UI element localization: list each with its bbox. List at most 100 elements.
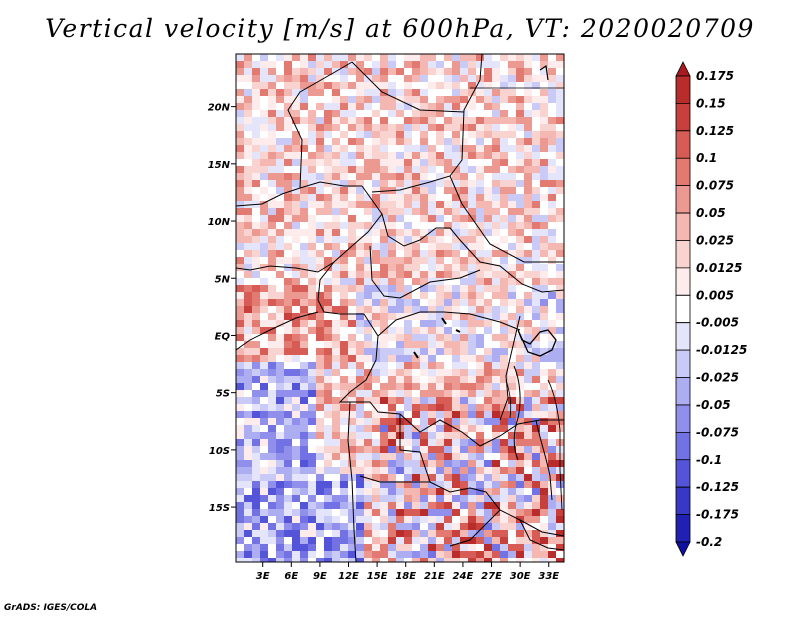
field-cell <box>372 558 381 562</box>
field-cell <box>316 348 325 356</box>
field-cell <box>516 264 525 272</box>
field-cell <box>412 285 421 293</box>
field-cell <box>508 348 517 356</box>
field-cell <box>332 348 341 356</box>
field-cell <box>388 271 397 279</box>
field-cell <box>548 376 557 384</box>
field-cell <box>260 271 269 279</box>
field-cell <box>516 474 525 482</box>
field-cell <box>316 299 325 307</box>
field-cell <box>460 173 469 181</box>
field-cell <box>468 68 477 76</box>
field-cell <box>308 110 317 118</box>
field-cell <box>380 383 389 391</box>
field-cell <box>484 145 493 153</box>
field-cell <box>556 334 564 342</box>
field-cell <box>284 257 293 265</box>
field-cell <box>532 495 541 503</box>
field-cell <box>268 313 277 321</box>
field-cell <box>340 362 349 370</box>
field-cell <box>316 96 325 104</box>
field-cell <box>548 418 557 426</box>
field-cell <box>372 292 381 300</box>
field-cell <box>236 327 245 335</box>
field-cell <box>276 117 285 125</box>
field-cell <box>284 194 293 202</box>
field-cell <box>284 173 293 181</box>
field-cell <box>508 334 517 342</box>
field-cell <box>476 243 485 251</box>
field-cell <box>388 138 397 146</box>
field-cell <box>444 432 453 440</box>
field-cell <box>252 159 261 167</box>
field-cell <box>380 257 389 265</box>
field-cell <box>516 299 525 307</box>
field-cell <box>388 208 397 216</box>
field-cell <box>492 404 501 412</box>
field-cell <box>428 236 437 244</box>
field-cell <box>252 453 261 461</box>
field-cell <box>444 509 453 517</box>
field-cell <box>444 348 453 356</box>
field-cell <box>340 292 349 300</box>
colorbar-labels: 0.1750.150.1250.10.0750.050.0250.01250.0… <box>696 69 747 549</box>
field-cell <box>324 348 333 356</box>
field-cell <box>388 145 397 153</box>
field-cell <box>316 446 325 454</box>
field-cell <box>516 425 525 433</box>
field-cell <box>532 369 541 377</box>
field-cell <box>356 383 365 391</box>
field-cell <box>388 509 397 517</box>
field-cell <box>356 180 365 188</box>
field-cell <box>356 159 365 167</box>
field-cell <box>532 425 541 433</box>
field-cell <box>516 75 525 83</box>
field-cell <box>524 544 533 552</box>
field-cell <box>260 446 269 454</box>
field-cell <box>236 152 245 160</box>
field-cell <box>500 187 509 195</box>
field-cell <box>452 488 461 496</box>
field-cell <box>356 264 365 272</box>
field-cell <box>540 446 549 454</box>
field-cell <box>492 509 501 517</box>
field-cell <box>372 166 381 174</box>
field-cell <box>332 418 341 426</box>
field-cell <box>308 313 317 321</box>
field-cell <box>452 152 461 160</box>
field-cell <box>420 425 429 433</box>
field-cell <box>244 467 253 475</box>
field-cell <box>436 68 445 76</box>
field-cell <box>500 369 509 377</box>
field-cell <box>292 299 301 307</box>
field-cell <box>284 425 293 433</box>
field-cell <box>476 348 485 356</box>
field-cell <box>548 145 557 153</box>
field-cell <box>388 173 397 181</box>
field-cell <box>444 138 453 146</box>
field-cell <box>556 180 564 188</box>
field-cell <box>516 285 525 293</box>
field-cell <box>532 544 541 552</box>
field-cell <box>380 313 389 321</box>
country-borders <box>236 54 564 562</box>
field-cell <box>284 523 293 531</box>
field-cell <box>476 166 485 174</box>
field-cell <box>324 474 333 482</box>
field-cell <box>324 397 333 405</box>
field-cell <box>540 544 549 552</box>
field-cell <box>308 54 317 62</box>
field-cell <box>332 201 341 209</box>
field-cell <box>324 96 333 104</box>
field-cell <box>300 551 309 559</box>
field-cell <box>556 558 564 562</box>
field-cell <box>388 110 397 118</box>
field-cell <box>444 502 453 510</box>
field-cell <box>364 509 373 517</box>
field-cell <box>492 488 501 496</box>
field-cell <box>292 411 301 419</box>
field-cell <box>276 355 285 363</box>
field-cell <box>324 187 333 195</box>
field-cell <box>412 173 421 181</box>
field-cell <box>244 544 253 552</box>
